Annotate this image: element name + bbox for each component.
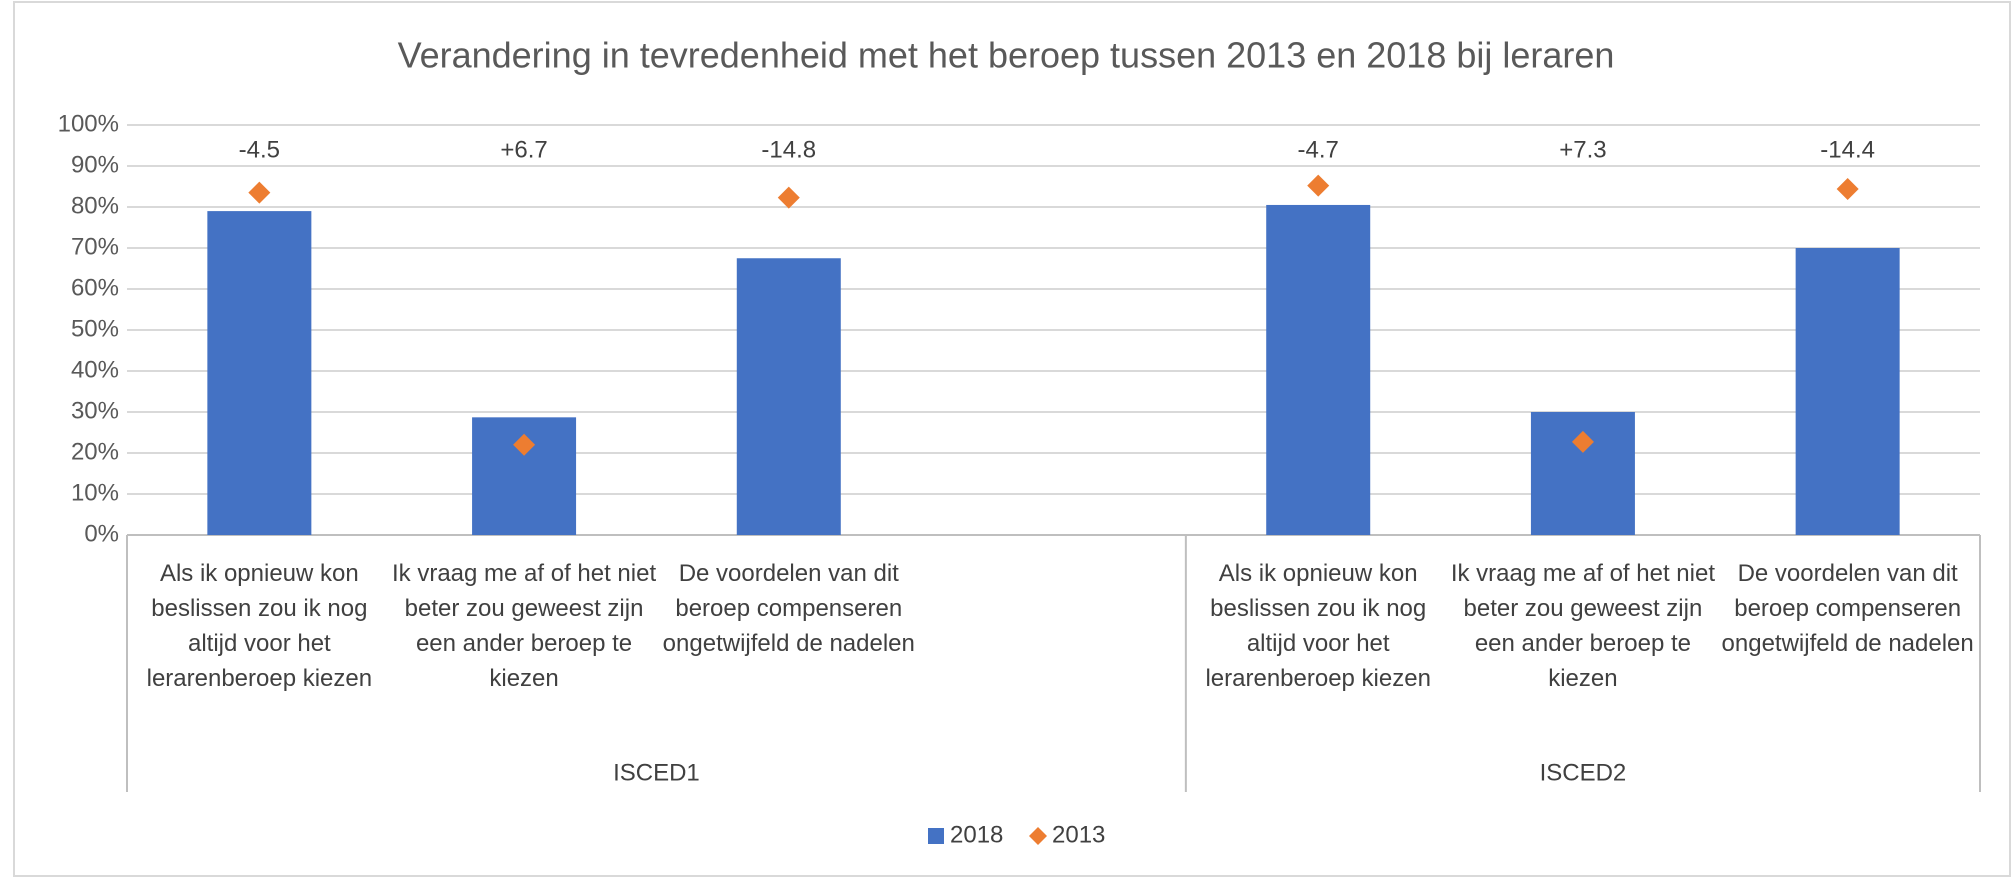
diamond-marker xyxy=(248,181,271,204)
data-annotation: -14.4 xyxy=(1820,136,1875,163)
y-tick-label: 70% xyxy=(71,233,119,260)
x-tick-label: De voordelen van dit beroep compenseren … xyxy=(1721,560,1974,657)
y-tick-label: 40% xyxy=(71,356,119,383)
y-tick-label: 90% xyxy=(71,151,119,178)
x-tick-label: De voordelen van dit beroep compenseren … xyxy=(662,560,915,657)
data-annotation: -4.7 xyxy=(1298,136,1339,163)
diamond-marker xyxy=(1571,430,1594,453)
legend-swatch xyxy=(1029,827,1047,845)
bar xyxy=(1530,412,1635,535)
diamond-marker xyxy=(1307,174,1330,197)
x-tick-label: Ik vraag me af of het niet beter zou gew… xyxy=(1450,560,1715,692)
y-tick-label: 80% xyxy=(71,192,119,219)
y-tick-label: 100% xyxy=(58,110,119,137)
diamond-marker xyxy=(777,186,800,209)
y-tick-label: 20% xyxy=(71,438,119,465)
y-tick-label: 10% xyxy=(71,479,119,506)
group-label: ISCED2 xyxy=(1540,759,1627,786)
y-tick-label: 30% xyxy=(71,397,119,424)
bar xyxy=(207,211,312,535)
group-label: ISCED1 xyxy=(613,759,700,786)
chart-frame xyxy=(13,1,2011,877)
bar xyxy=(1795,248,1900,535)
chart-title: Verandering in tevredenheid met het bero… xyxy=(398,35,1615,76)
legend-label: 2018 xyxy=(950,821,1003,848)
x-tick-label: Ik vraag me af of het niet beter zou gew… xyxy=(391,560,657,692)
x-tick-label: Als ik opnieuw kon beslissen zou ik nog … xyxy=(1205,560,1431,692)
bar xyxy=(736,258,841,535)
data-annotation: +7.3 xyxy=(1559,136,1606,163)
y-tick-label: 50% xyxy=(71,315,119,342)
bar xyxy=(1266,204,1371,535)
diamond-marker xyxy=(513,433,536,456)
y-tick-label: 0% xyxy=(84,520,119,547)
data-annotation: +6.7 xyxy=(500,136,547,163)
x-tick-label: Als ik opnieuw kon beslissen zou ik nog … xyxy=(146,560,373,692)
legend-label: 2013 xyxy=(1052,821,1105,848)
data-annotation: -14.8 xyxy=(761,136,816,163)
y-tick-label: 60% xyxy=(71,274,119,301)
diamond-marker xyxy=(1836,177,1859,200)
data-annotation: -4.5 xyxy=(239,136,280,163)
legend-swatch xyxy=(928,828,944,844)
